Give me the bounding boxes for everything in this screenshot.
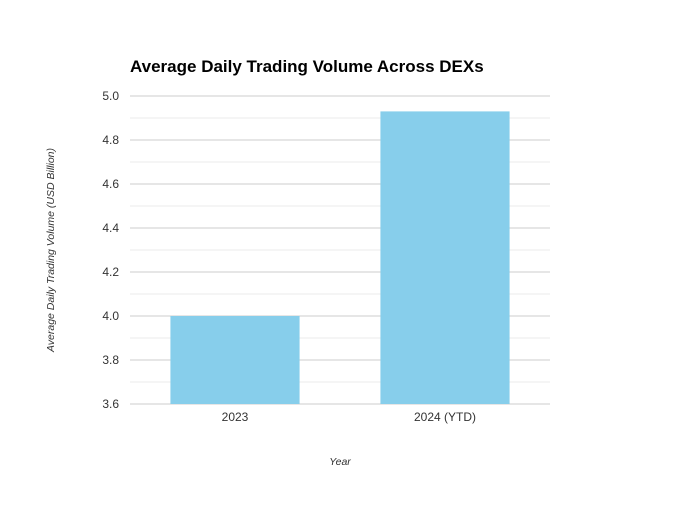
y-tick-label: 4.4 <box>102 221 119 235</box>
x-tick-label: 2024 (YTD) <box>414 410 476 424</box>
bars <box>170 111 510 405</box>
y-tick-label: 5.0 <box>102 89 119 103</box>
y-axis-ticks: 3.6 3.8 4.0 4.2 4.4 4.6 4.8 5.0 <box>102 89 119 411</box>
y-tick-label: 4.0 <box>102 309 119 323</box>
x-axis-ticks: 2023 2024 (YTD) <box>222 410 476 424</box>
y-tick-label: 4.6 <box>102 177 119 191</box>
bar-2024-ytd <box>380 111 510 405</box>
y-axis-label: Average Daily Trading Volume (USD Billio… <box>45 148 57 353</box>
y-tick-label: 4.8 <box>102 133 119 147</box>
x-axis-label: Year <box>329 456 351 468</box>
x-tick-label: 2023 <box>222 410 249 424</box>
y-tick-label: 4.2 <box>102 265 119 279</box>
y-tick-label: 3.6 <box>102 397 119 411</box>
chart-title: Average Daily Trading Volume Across DEXs <box>130 57 484 76</box>
y-tick-label: 3.8 <box>102 353 119 367</box>
bar-2023 <box>170 316 300 404</box>
